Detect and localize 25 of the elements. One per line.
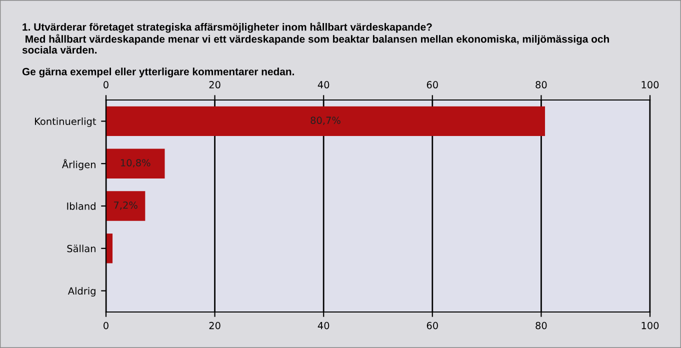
data-label: 7,2%	[114, 201, 138, 210]
x2-tick-label: 0	[104, 81, 108, 88]
chart-title: 1. Utvärderar företaget strategiska affärsmöjligheter inom hållbart värdeskapande? Med hållbart värdeskapande menar vi ett värdeskapande som beaktar balansen mellan ekonomiska, miljömässiga och sociala värden. Ge gärna exempel eller ytterligare kommentarer nedan.	[22, 22, 609, 78]
data-label: 10,8%	[121, 159, 150, 168]
bar	[106, 191, 146, 221]
data-label: 80,7%	[310, 116, 340, 126]
bar	[106, 234, 113, 264]
y-tick-label: Ibland	[67, 202, 96, 210]
x-tick-label: 80	[536, 322, 547, 330]
x2-tick-label: 100	[642, 81, 659, 88]
x2-tick-label: 20	[209, 81, 220, 88]
x-tick-label: 60	[426, 322, 438, 330]
bar	[106, 148, 165, 178]
x-tick-label: 0	[104, 322, 108, 330]
y-tick-label: Årligen	[62, 159, 96, 170]
bar	[106, 106, 546, 136]
y-tick-label: Sällan	[67, 244, 96, 252]
x2-tick-label: 40	[318, 81, 330, 88]
x-tick-label: 20	[209, 322, 220, 330]
y-tick-label: Aldrig	[68, 287, 96, 297]
x2-tick-label: 60	[426, 81, 438, 88]
x-tick-label: 40	[318, 322, 330, 330]
x-tick-label: 100	[642, 322, 659, 330]
y-tick-label: Kontinuerligt	[35, 118, 96, 127]
x2-tick-label: 80	[536, 81, 547, 88]
